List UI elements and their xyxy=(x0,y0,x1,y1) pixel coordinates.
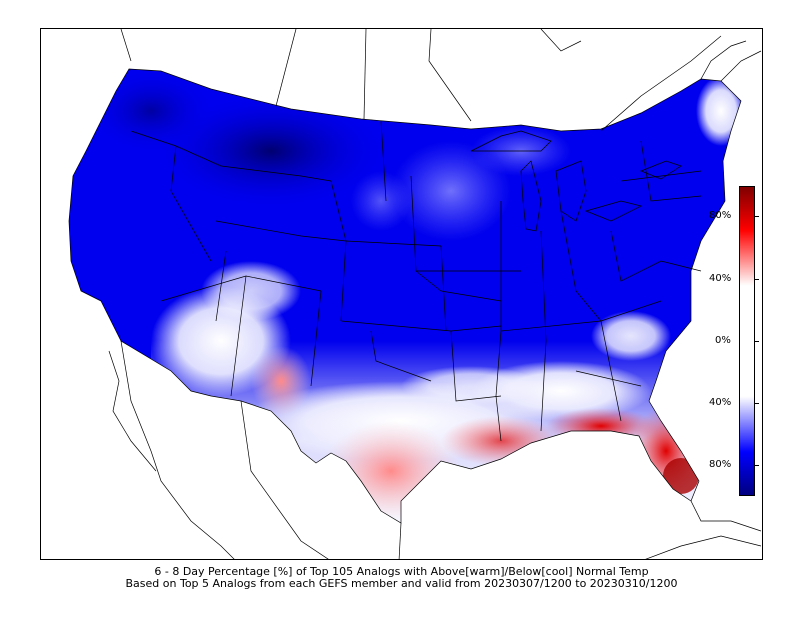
colorbar-tick xyxy=(755,216,759,217)
colorbar-tick xyxy=(755,341,759,342)
caption-line-1: 6 - 8 Day Percentage [%] of Top 105 Anal… xyxy=(154,565,649,578)
colorbar xyxy=(739,186,755,496)
colorbar-label-warm-40: 40% xyxy=(709,273,732,284)
caption-line-2: Based on Top 5 Analogs from each GEFS me… xyxy=(125,577,678,590)
analog-temperature-map xyxy=(68,29,762,559)
colorbar-tick xyxy=(755,279,759,280)
map-caption: 6 - 8 Day Percentage [%] of Top 105 Anal… xyxy=(0,566,803,590)
colorbar-label-zero: 0% xyxy=(715,335,731,346)
map-frame xyxy=(40,28,763,560)
temperature-shading xyxy=(69,69,741,523)
colorbar-tick xyxy=(755,465,759,466)
colorbar-label-warm-80: 80% xyxy=(709,210,732,221)
map-boundaries xyxy=(68,29,762,559)
colorbar-label-cool-40: 40% xyxy=(709,397,732,408)
colorbar-tick xyxy=(755,403,759,404)
colorbar-label-cool-80: 80% xyxy=(709,459,732,470)
